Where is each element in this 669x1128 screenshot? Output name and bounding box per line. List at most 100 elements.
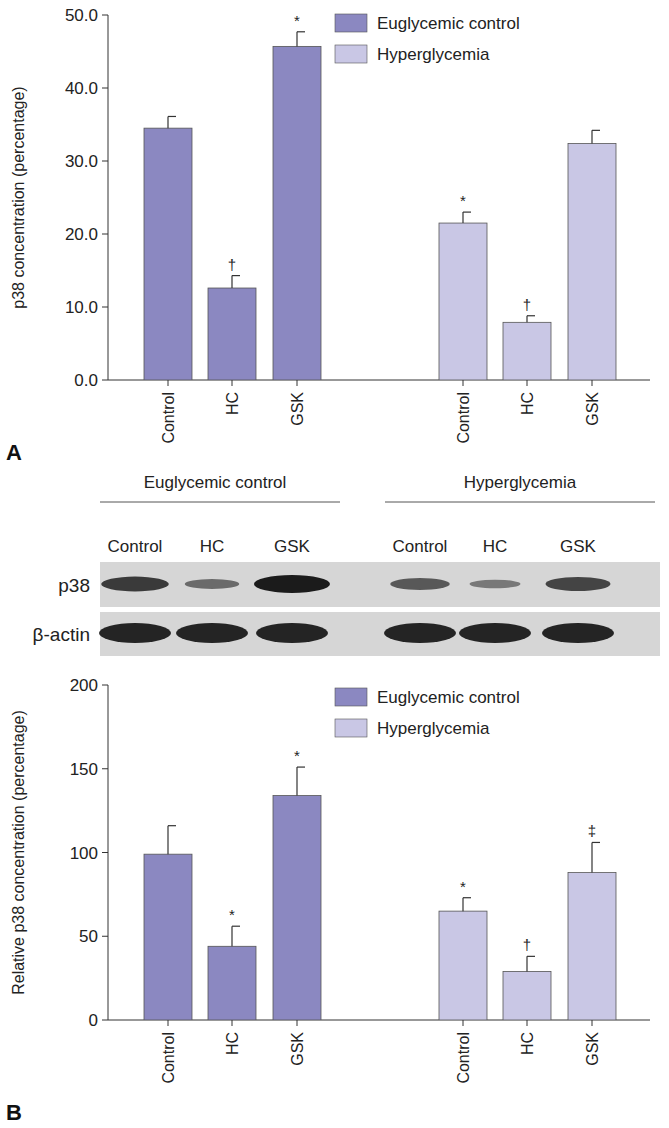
significance-label: * (294, 12, 300, 29)
y-axis (108, 15, 109, 380)
y-tick-label: 30.0 (65, 152, 98, 171)
error-stem (591, 842, 592, 872)
y-tick-label: 50.0 (65, 6, 98, 25)
error-cap (463, 897, 471, 898)
error-bar (527, 316, 535, 323)
bar (208, 946, 256, 1020)
error-stem (231, 926, 232, 946)
p38-band (185, 579, 240, 589)
error-cap (527, 315, 535, 316)
error-cap (463, 212, 471, 213)
x-tick-label: HC (519, 1032, 536, 1055)
error-bar (527, 956, 535, 971)
blot-group-line (100, 502, 340, 503)
legend-swatch (335, 688, 367, 706)
error-stem (167, 826, 168, 854)
y-tick-label: 50 (79, 927, 98, 946)
y-tick-label: 150 (70, 760, 98, 779)
error-cap (527, 956, 535, 957)
blot-strip (100, 612, 660, 656)
error-bar (463, 212, 471, 223)
p38-band (545, 577, 610, 591)
error-bar (168, 826, 176, 854)
y-tick (102, 88, 108, 89)
western-blot: Euglycemic controlControlHCGSKHyperglyce… (33, 473, 660, 656)
x-tick-label: Control (455, 1032, 472, 1084)
error-cap (168, 825, 176, 826)
bar (273, 796, 321, 1020)
error-cap (592, 842, 600, 843)
significance-label: * (460, 878, 466, 895)
x-tick (463, 1020, 464, 1026)
y-axis-label: p38 concentration (percentage) (10, 86, 27, 308)
legend-label: Hyperglycemia (377, 45, 490, 64)
y-tick (102, 852, 108, 853)
error-bar (232, 926, 240, 946)
error-cap (232, 926, 240, 927)
y-tick-label: 10.0 (65, 298, 98, 317)
error-cap (297, 31, 305, 32)
legend-label: Euglycemic control (377, 14, 520, 33)
y-tick-label: 100 (70, 844, 98, 863)
y-tick (102, 1020, 108, 1021)
bar (568, 143, 616, 380)
x-tick-label: Control (455, 392, 472, 444)
y-tick (102, 768, 108, 769)
blot-lane-label: HC (483, 537, 508, 556)
error-stem (167, 116, 168, 128)
error-stem (526, 316, 527, 323)
significance-label: * (460, 192, 466, 209)
x-tick (232, 380, 233, 386)
x-tick-label: Control (160, 392, 177, 444)
x-tick (297, 380, 298, 386)
actin-band (256, 623, 328, 643)
legend-swatch (335, 45, 367, 63)
error-bar (592, 842, 600, 872)
y-tick (102, 15, 108, 16)
significance-label: † (523, 936, 531, 953)
error-cap (297, 766, 305, 767)
significance-label: * (294, 747, 300, 764)
x-tick (592, 1020, 593, 1026)
actin-band (384, 623, 456, 643)
significance-label: † (228, 256, 236, 273)
x-tick-label: HC (519, 392, 536, 415)
significance-label: † (523, 296, 531, 313)
blot-lane-label: Control (108, 537, 163, 556)
legend-label: Hyperglycemia (377, 719, 490, 738)
chart-panel: 0.010.020.030.040.050.0p38 concentration… (6, 6, 650, 465)
figure: 0.010.020.030.040.050.0p38 concentration… (0, 0, 669, 1128)
error-stem (462, 212, 463, 223)
y-tick-label: 0 (89, 1011, 98, 1030)
bar (568, 873, 616, 1020)
x-tick (297, 1020, 298, 1026)
bar (273, 46, 321, 380)
blot-lane-label: HC (200, 537, 225, 556)
y-tick-label: 200 (70, 676, 98, 695)
error-cap (592, 130, 600, 131)
blot-row-label: p38 (58, 575, 90, 596)
chart-panel: 0 50 100 150 200 Relative p38 concentration (… (6, 676, 650, 1125)
error-cap (232, 275, 240, 276)
y-tick (102, 380, 108, 381)
error-bar (168, 116, 176, 128)
blot-group-label: Hyperglycemia (464, 473, 577, 492)
error-stem (296, 32, 297, 47)
blot-row-label: β-actin (33, 624, 90, 645)
x-tick (232, 1020, 233, 1026)
bars (144, 767, 616, 1020)
x-tick-label: GSK (289, 1032, 306, 1066)
y-tick (102, 307, 108, 308)
x-tick-label: Control (160, 1032, 177, 1084)
y-tick (102, 685, 108, 686)
y-tick-label: 20.0 (65, 225, 98, 244)
blot-lane-label: GSK (274, 537, 311, 556)
bar (503, 971, 551, 1020)
error-bar (297, 767, 305, 795)
legend-label: Euglycemic control (377, 688, 520, 707)
y-tick (102, 161, 108, 162)
x-tick-label: HC (224, 392, 241, 415)
y-tick (102, 234, 108, 235)
y-axis-label: Relative p38 concentration (percentage) (10, 710, 27, 995)
bars (144, 32, 616, 380)
